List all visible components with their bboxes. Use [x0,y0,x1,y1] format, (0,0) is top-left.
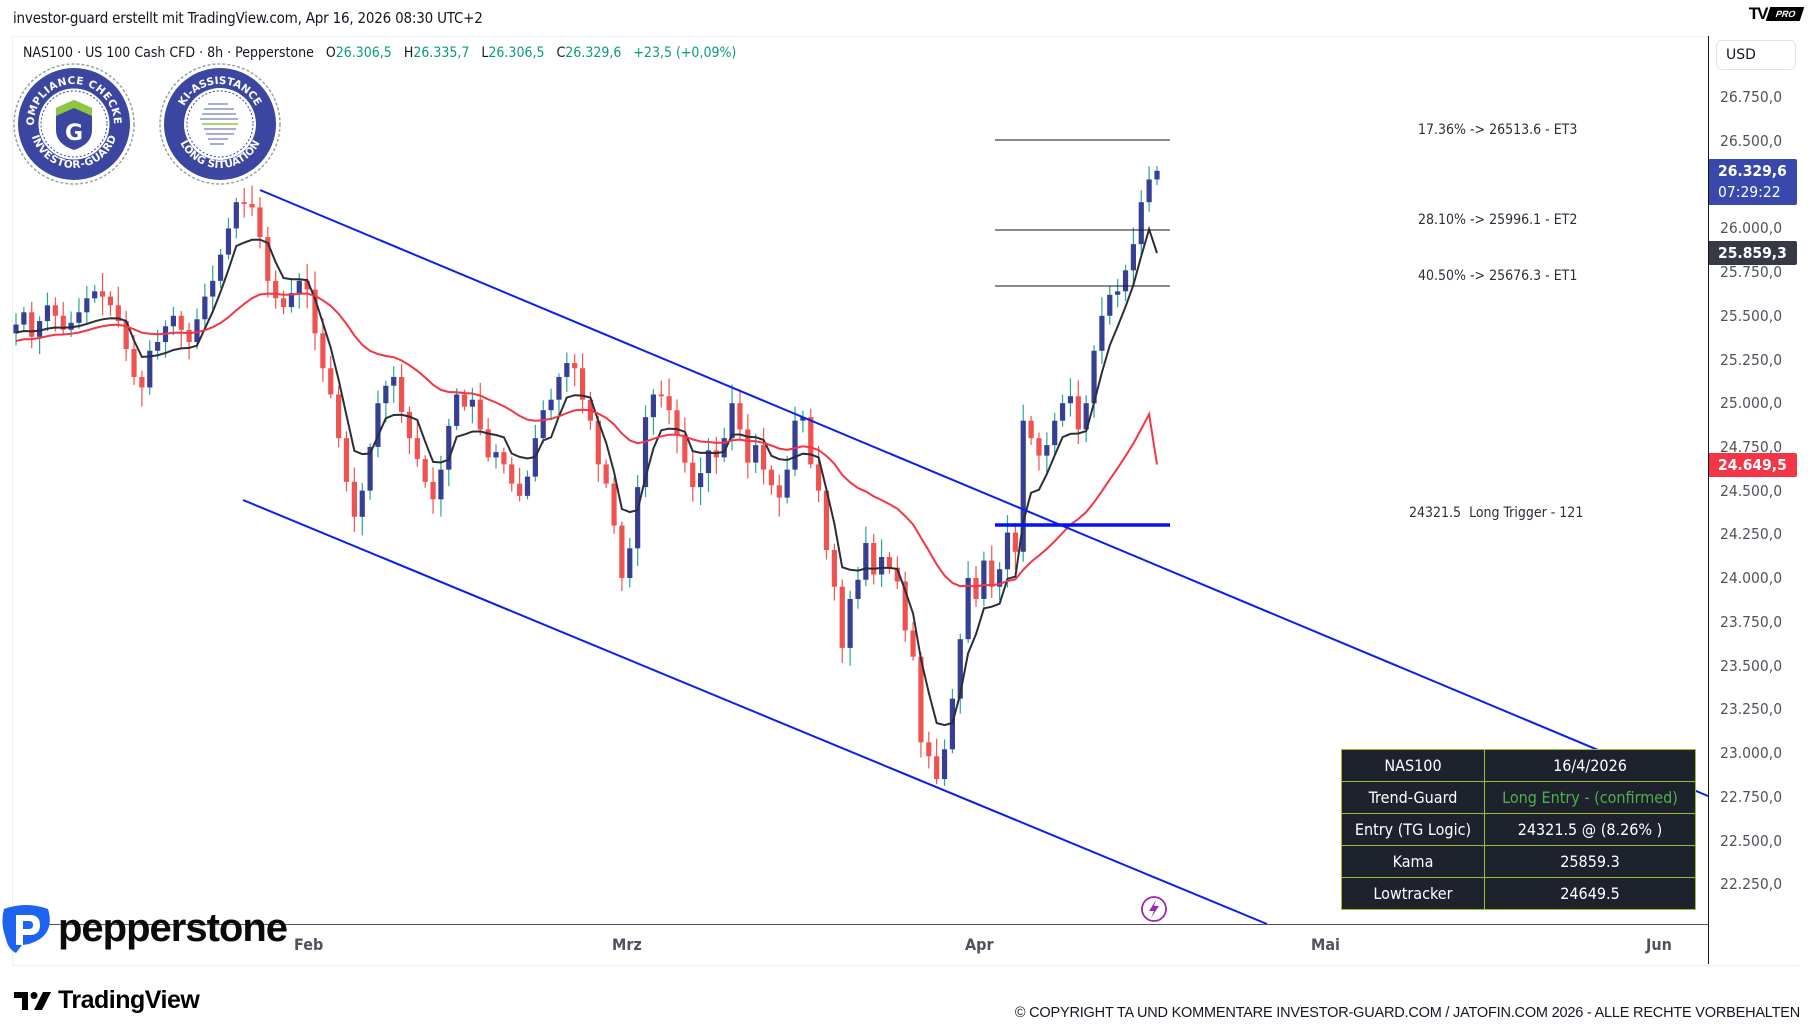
pepperstone-wordmark: pepperstone [58,905,288,950]
tradingview-mark-icon [14,991,51,1010]
bar-countdown: 07:29:22 [1718,183,1781,201]
price-tick: 24.000,0 [1720,569,1783,587]
kama-line [15,225,1158,727]
price-tick: 25.500,0 [1720,307,1783,325]
price-tick: 22.250,0 [1720,875,1783,893]
price-tick: 23.250,0 [1720,700,1783,718]
price-tick: 26.500,0 [1720,132,1783,150]
close-value: 26.329,6 [565,45,622,61]
current-price-tag: 26.329,6 07:29:22 [1709,159,1797,205]
price-tick: 23.500,0 [1720,657,1783,675]
price-tick: 23.750,0 [1720,613,1783,631]
et1-label: 40.50% -> 25676.3 - ET1 [1418,268,1578,284]
lowtracker-price-tag: 24.649,5 [1709,453,1797,477]
time-label-feb: Feb [294,935,324,954]
kama-price-tag: 25.859,3 [1709,241,1797,265]
row-label: Kama [1341,845,1485,878]
low-label: L [481,45,489,61]
long-trigger-label: 24321.5 Long Trigger - 121 [1409,505,1584,521]
candlestick-series [13,165,1160,787]
tradingview-pro-logo: TV PRO [1748,4,1805,23]
ai-head-icon [200,103,238,145]
lightning-icon[interactable] [1141,896,1167,922]
price-tick: 22.750,0 [1720,788,1783,806]
et2-label: 28.10% -> 25996.1 - ET2 [1418,212,1578,228]
pepperstone-p-icon [2,905,50,953]
row-value: Long Entry - (confirmed) [1484,781,1696,814]
row-value: 16/4/2026 [1484,749,1696,782]
table-row: Entry (TG Logic) 24321.5 @ (8.26% ) [1341,813,1696,846]
table-row: Lowtracker 24649.5 [1341,877,1696,910]
price-tick: 24.500,0 [1720,482,1783,500]
symbol-legend[interactable]: NAS100 · US 100 Cash CFD · 8h · Pepperst… [23,45,736,61]
high-value: 26.335,7 [413,45,470,61]
price-tick: 25.250,0 [1720,351,1783,369]
time-label-apr: Apr [965,935,994,954]
row-label: Lowtracker [1341,877,1485,910]
open-label: O [325,45,336,61]
ki-assistance-badge: KI-ASSISTANCE LONG SITUATION [159,63,281,185]
row-label: NAS100 [1341,749,1485,782]
chart-caption: investor-guard erstellt mit TradingView.… [13,9,483,27]
tradingview-mark-icon: TV [1748,4,1769,23]
et3-label: 17.36% -> 26513.6 - ET3 [1418,122,1578,138]
price-tick: 23.000,0 [1720,744,1783,762]
tradingview-logo: TradingView [14,986,200,1015]
row-label: Entry (TG Logic) [1341,813,1485,846]
table-row: Trend-Guard Long Entry - (confirmed) [1341,781,1696,814]
time-label-jun: Jun [1646,935,1672,954]
row-label: Trend-Guard [1341,781,1485,814]
price-tick: 22.500,0 [1720,832,1783,850]
high-label: H [403,45,414,61]
symbol-title: NAS100 · US 100 Cash CFD · 8h · Pepperst… [23,45,314,61]
close-label: C [556,45,566,61]
tradingview-wordmark: TradingView [58,986,200,1014]
row-value: 24321.5 @ (8.26% ) [1484,813,1696,846]
price-tick: 24.750,0 [1720,438,1783,456]
channel-lower-line[interactable] [242,499,1268,925]
channel-upper-line[interactable] [259,189,1709,797]
price-tick: 26.000,0 [1720,219,1783,237]
currency-button[interactable]: USD [1716,40,1796,70]
price-tick: 25.750,0 [1720,263,1783,281]
time-axis[interactable] [12,924,1708,965]
compliance-checked-badge: COMPLIANCE CHECKED INVESTOR-GUARD G [12,62,135,185]
time-label-mar: Mrz [612,935,642,954]
price-tick: 25.000,0 [1720,394,1783,412]
price-tick: 24.250,0 [1720,525,1783,543]
lowtracker-line [15,292,1158,588]
pepperstone-logo: pepperstone [0,903,288,953]
g-shield-icon: G [65,121,83,146]
trend-guard-table: NAS100 16/4/2026 Trend-Guard Long Entry - … [1341,749,1696,910]
change-value: +23,5 (+0,09%) [633,45,737,61]
row-value: 24649.5 [1484,877,1696,910]
copyright-notice: © COPYRIGHT TA UND KOMMENTARE INVESTOR-G… [1014,1005,1800,1021]
price-tick: 26.750,0 [1720,88,1783,106]
open-value: 26.306,5 [335,45,392,61]
table-row: NAS100 16/4/2026 [1341,749,1696,782]
low-value: 26.306,5 [488,45,545,61]
row-value: 25859.3 [1484,845,1696,878]
current-price: 26.329,6 [1718,162,1787,180]
time-label-may: Mai [1311,935,1340,954]
table-row: Kama 25859.3 [1341,845,1696,878]
